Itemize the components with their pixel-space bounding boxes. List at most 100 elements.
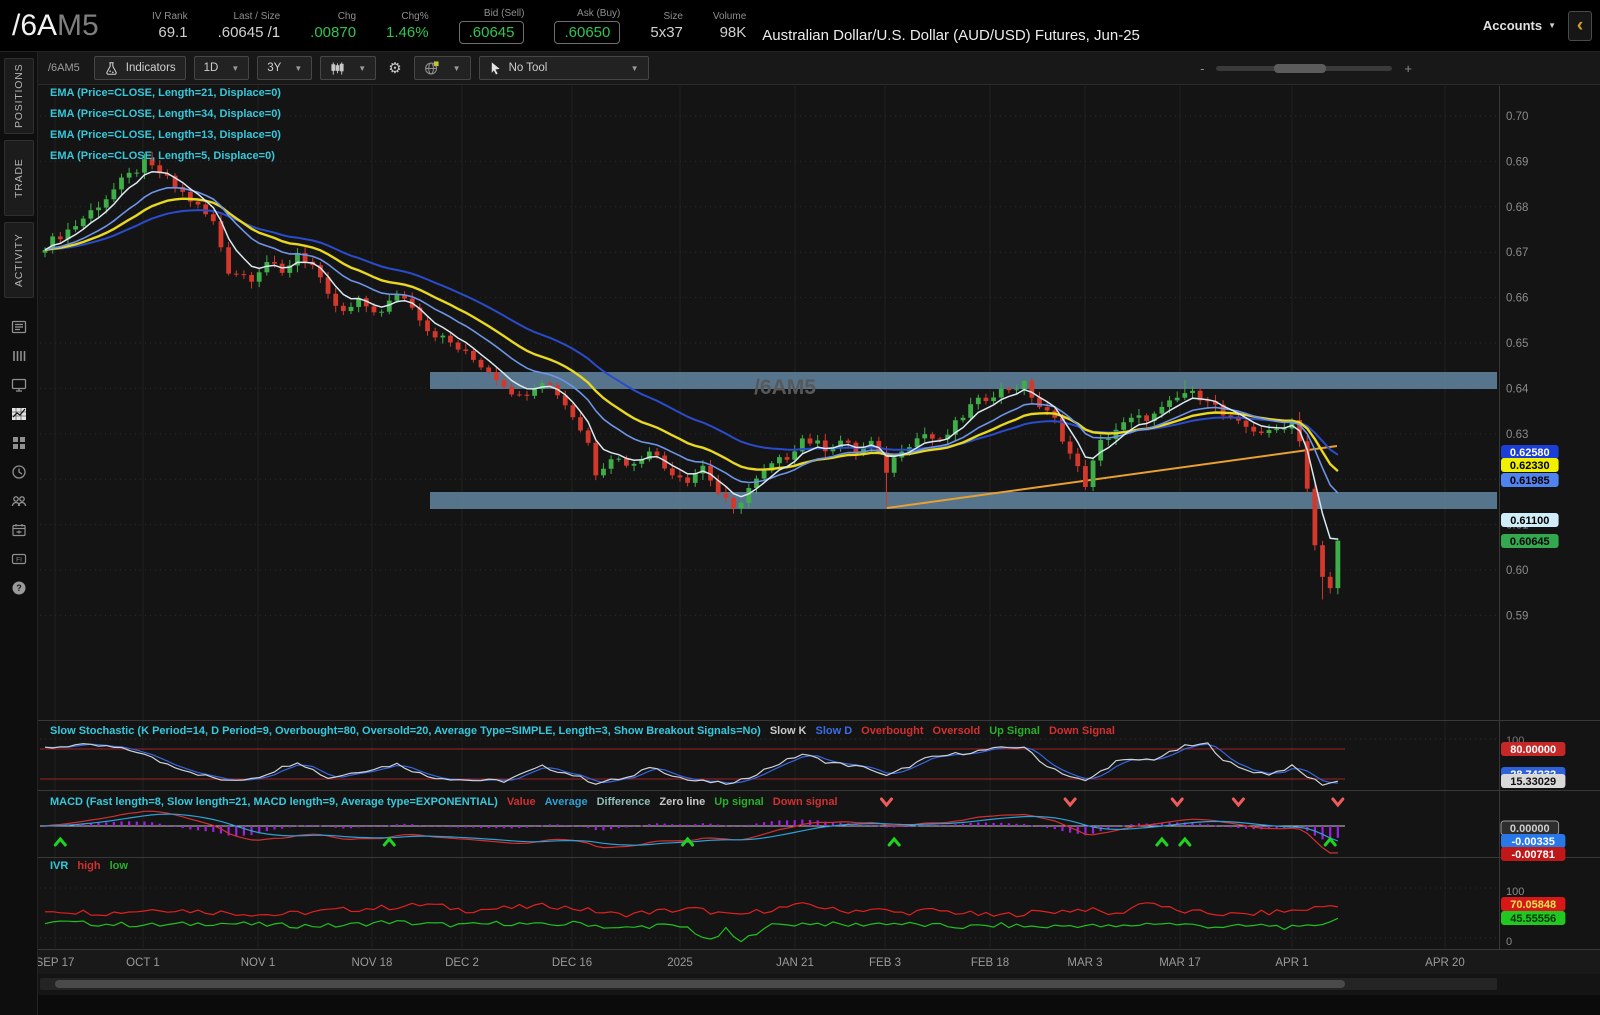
support-resistance-zone <box>430 492 1497 509</box>
chart-toolbar: /6AM5 Indicators 1D ▼ 3Y ▼ ▼ ⚙ <box>38 52 1600 85</box>
history-icon[interactable] <box>7 463 31 481</box>
drawing-tool-dropdown[interactable]: No Tool ▼ <box>478 56 649 80</box>
timeframe-value: 1D <box>203 62 219 74</box>
ask-button[interactable]: .60650 <box>554 21 621 44</box>
chart-icon[interactable] <box>7 405 31 423</box>
help-icon[interactable]: ? <box>7 579 31 597</box>
tab-trade[interactable]: TRADE <box>3 140 34 216</box>
bid-label: Bid (Sell) <box>483 8 525 19</box>
indicators-button[interactable]: Indicators <box>93 56 186 80</box>
axis-value-badge: 0.61100 <box>1501 513 1559 527</box>
collapse-panel-button[interactable]: ‹ <box>1568 10 1592 41</box>
chevron-down-icon: ▼ <box>630 63 639 73</box>
zoom-in-button[interactable]: + <box>1404 60 1412 76</box>
price-tick-label: 0.66 <box>1506 293 1528 305</box>
bid-field: Bid (Sell) .60645 <box>458 7 525 44</box>
timeframe-dropdown[interactable]: 1D ▼ <box>193 56 250 80</box>
axis-value-badge: 15.33029 <box>1501 774 1566 788</box>
axis-value-badge: 70.05848 <box>1501 897 1566 911</box>
news-icon[interactable] <box>7 318 31 336</box>
tab-activity[interactable]: ACTIVITY <box>3 222 34 298</box>
monitor-icon[interactable] <box>7 376 31 394</box>
chg-pct-field: Chg% 1.46% <box>386 10 429 42</box>
community-icon[interactable] <box>7 492 31 510</box>
volume-label: Volume <box>712 10 747 22</box>
scrollbar-thumb[interactable] <box>55 980 1345 988</box>
axis-value-badge: -0.00335 <box>1501 834 1566 848</box>
price-tick-label: 0.60 <box>1506 565 1528 577</box>
watchlist-icon[interactable] <box>7 347 31 365</box>
indicators-beaker-icon <box>106 61 117 75</box>
ivr-low-line <box>44 917 1339 943</box>
main-price-chart: /6AM5 <box>42 151 1497 600</box>
bid-button[interactable]: .60645 <box>458 21 525 44</box>
time-tick-label: JAN 21 <box>776 957 814 969</box>
left-sidebar: POSITIONS TRADE ACTIVITY <box>0 52 38 1015</box>
axis-value-badge: 0.62330 <box>1501 458 1559 472</box>
slow-k-line <box>44 742 1339 786</box>
time-tick-label: OCT 1 <box>126 957 160 969</box>
fi-icon[interactable]: FI <box>7 550 31 568</box>
indicators-label: Indicators <box>125 62 176 74</box>
price-tick-label: 0.68 <box>1506 202 1528 214</box>
ivr-tick-label: 100 <box>1506 886 1524 898</box>
svg-text:?: ? <box>16 583 22 593</box>
time-tick-label: APR 1 <box>1275 957 1308 969</box>
time-tick-label: SEP 17 <box>38 957 74 969</box>
slow-d-line <box>44 743 1338 784</box>
zoom-slider[interactable] <box>1216 63 1393 73</box>
svg-text:0.62330: 0.62330 <box>1510 460 1550 472</box>
zoom-slider-thumb[interactable] <box>1274 63 1327 73</box>
gear-icon: ⚙ <box>388 60 402 77</box>
chg-label: Chg <box>337 10 357 22</box>
chevron-down-icon: ▼ <box>294 63 303 73</box>
down-signal-arrow <box>1063 797 1077 808</box>
toolbar-symbol: /6AM5 <box>48 62 80 74</box>
ivr-tick-label: 0 <box>1506 936 1512 948</box>
down-signal-arrow <box>1231 797 1245 808</box>
settings-button[interactable]: ⚙ <box>384 56 405 80</box>
iv-rank-field: IV Rank 69.1 <box>152 10 188 42</box>
svg-text:-0.00781: -0.00781 <box>1511 849 1554 861</box>
svg-text:0.60645: 0.60645 <box>1510 536 1550 548</box>
layout-dropdown[interactable]: ▼ <box>413 56 471 80</box>
sidebar-icon-rail: FI ? <box>7 318 31 597</box>
time-tick-label: MAR 17 <box>1159 957 1201 969</box>
axis-value-badge: 0.00000 <box>1500 820 1560 836</box>
accounts-dropdown[interactable]: Accounts ▼ <box>1483 18 1556 33</box>
chg-field: Chg .00870 <box>310 10 356 42</box>
time-tick-label: MAR 3 <box>1067 957 1102 969</box>
chart-type-dropdown[interactable]: ▼ <box>320 56 377 80</box>
symbol-title: /6A M5 <box>12 9 122 43</box>
ask-label: Ask (Buy) <box>577 8 621 19</box>
range-dropdown[interactable]: 3Y ▼ <box>257 56 313 80</box>
up-signal-arrow <box>382 836 396 847</box>
svg-text:70.05848: 70.05848 <box>1510 899 1556 911</box>
chart-canvas[interactable]: /6AM5 0.70 0.69 0.68 0.67 0.66 0.65 0.64 0.63 0.6… <box>38 85 1600 995</box>
calendar-icon[interactable] <box>7 521 31 539</box>
size-field: Size 5x37 <box>650 10 683 42</box>
time-tick-label: NOV 1 <box>241 957 276 969</box>
tab-positions[interactable]: POSITIONS <box>3 58 34 134</box>
chevron-down-icon: ▼ <box>231 63 240 73</box>
time-tick-label: APR 20 <box>1425 957 1465 969</box>
svg-text:15.33029: 15.33029 <box>1510 776 1556 788</box>
chevron-down-icon: ▼ <box>1548 21 1556 30</box>
axis-value-badge: 0.60645 <box>1501 534 1559 548</box>
svg-text:0.61985: 0.61985 <box>1510 475 1550 487</box>
candlestick-chart-icon <box>331 61 344 75</box>
zoom-out-button[interactable]: - <box>1200 60 1205 76</box>
svg-text:45.55556: 45.55556 <box>1510 913 1556 925</box>
iv-rank-value: 69.1 <box>158 23 188 41</box>
svg-text:0.62580: 0.62580 <box>1510 447 1550 459</box>
up-signal-arrow <box>1155 836 1169 847</box>
symbol-suffix: M5 <box>57 8 99 42</box>
up-signal-arrow <box>887 836 901 847</box>
symbol-watermark: /6AM5 <box>754 376 816 399</box>
chevron-down-icon: ▼ <box>452 63 461 73</box>
last-size-label: Last / Size <box>233 10 281 22</box>
grid-icon[interactable] <box>7 434 31 452</box>
price-tick-label: 0.69 <box>1506 156 1528 168</box>
chart-background <box>38 85 1600 995</box>
